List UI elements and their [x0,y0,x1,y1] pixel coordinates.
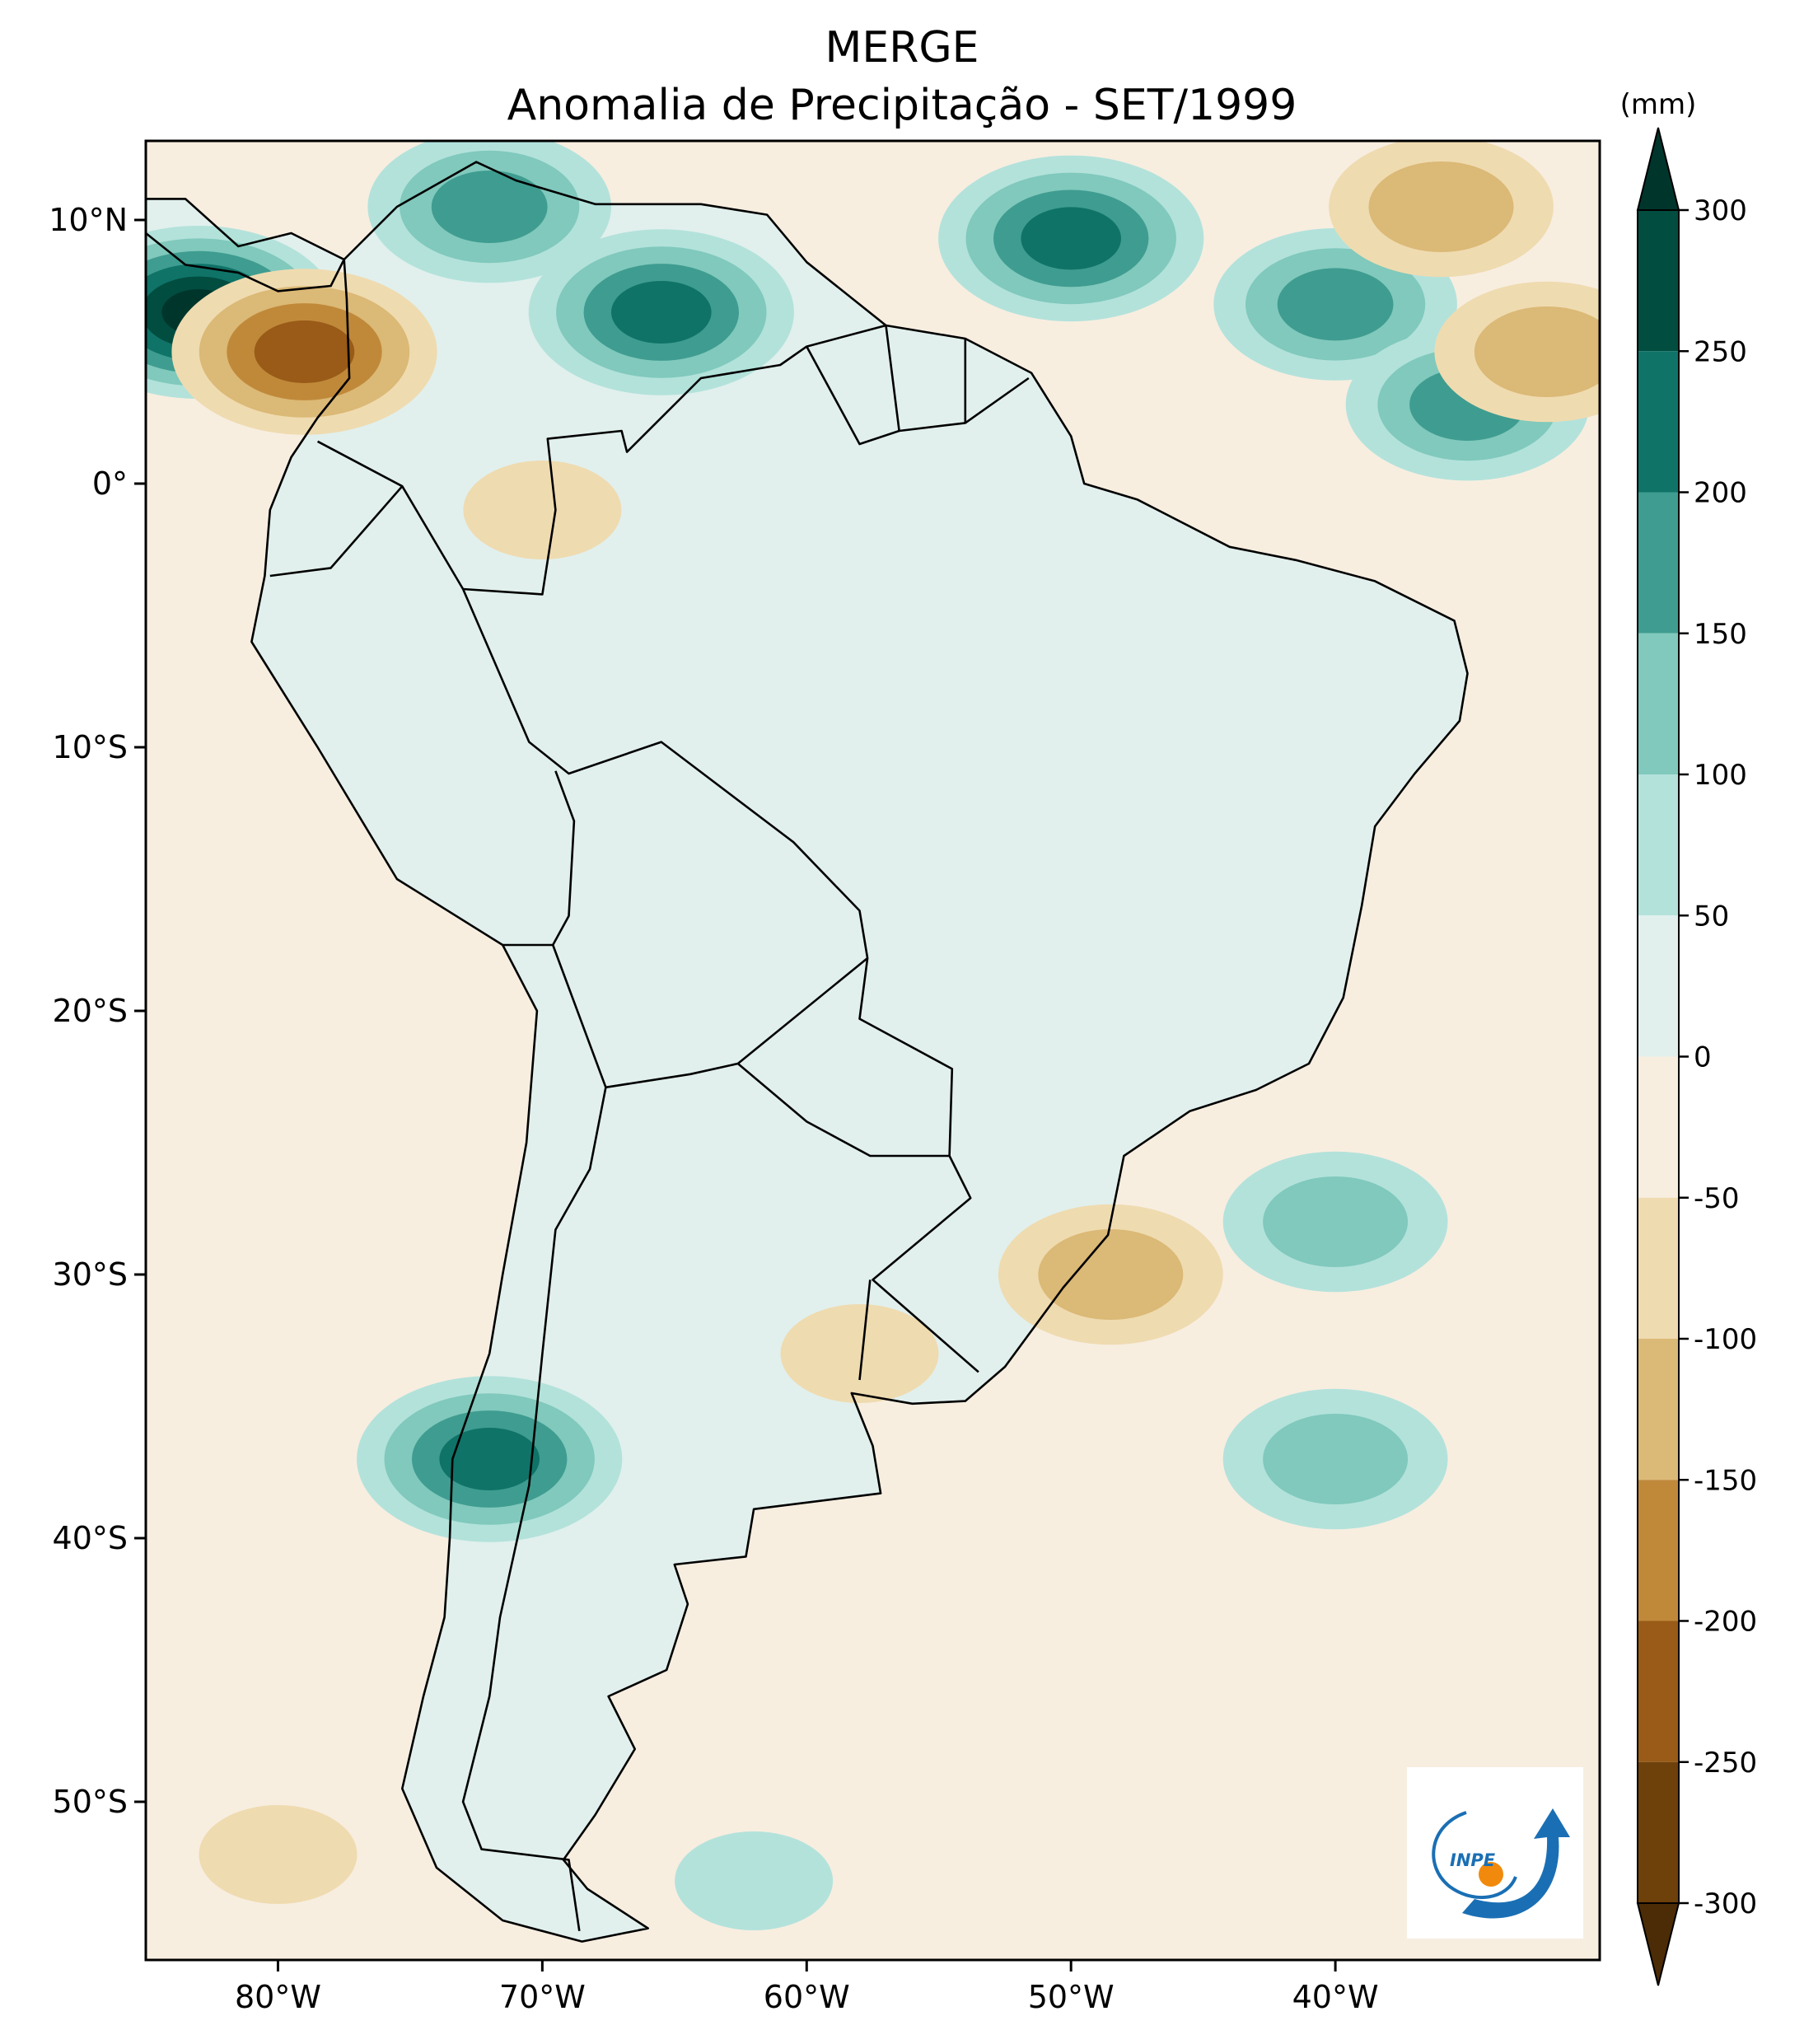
anomaly-region [938,155,1204,322]
border-line [461,770,607,1931]
logo-text: INPE [1450,1850,1496,1870]
anomaly-region [780,1304,939,1403]
lon-tick-label: 60°W [764,1979,850,2015]
latitude-axis: 10°N 0° 10°S 20°S 30°S 40°S 50°S [49,202,146,1820]
colorbar-extend-min [1636,1902,1680,1986]
anomaly-band [1474,306,1600,397]
logo-orbit-ring [1432,1811,1517,1899]
anomaly-region [1434,281,1600,423]
colorbar-tick-label: 150 [1694,618,1747,651]
lat-tick-label: 10°N [49,202,128,238]
logo-swoosh-arrow-icon [1462,1808,1570,1919]
anomaly-region [528,229,794,395]
lat-tick-label: 30°S [53,1256,128,1293]
country-borders [146,161,1469,1943]
anomaly-band [1263,1414,1409,1504]
anomaly-band [1277,268,1394,341]
logo-sun-icon [1479,1862,1503,1887]
lat-tick-label: 20°S [53,993,128,1029]
colorbar-unit: (mm) [1620,88,1697,121]
colorbar-tick-label: 300 [1694,194,1747,227]
anomaly-region [675,1831,834,1930]
anomaly-band [463,461,622,559]
border-line [736,1063,950,1158]
anomaly-band [611,281,712,344]
anomaly-band [199,1805,358,1904]
lon-tick-label: 80°W [235,1979,321,2015]
lon-tick-label: 70°W [499,1979,586,2015]
border-line [269,485,404,578]
colorbar-band [1638,1056,1679,1198]
map-title-line2: Anomalia de Precipitação - SET/1999 [507,81,1297,130]
inpe-logo: INPE [1407,1767,1583,1939]
colorbar-band [1638,1339,1679,1480]
anomaly-region [1222,1151,1448,1293]
anomaly-band [780,1304,939,1403]
colorbar-tick-label: 50 [1694,900,1729,933]
colorbar-tick-label: -300 [1694,1887,1757,1920]
anomaly-region [367,141,611,283]
map-title-line1: MERGE [825,23,979,72]
anomaly-field [146,141,1600,1930]
anomaly-region [998,1204,1223,1345]
anomaly-band [1021,207,1121,270]
anomaly-region [463,461,622,559]
colorbar[interactable]: 300 250 200 150 100 50 0 -50 -100 -150 -200 -250 -30… [1636,127,1757,1986]
lon-tick-label: 50°W [1028,1979,1115,2015]
colorbar-tick-label: 0 [1694,1041,1712,1074]
anomaly-region [1222,1388,1448,1530]
border-line [858,1279,872,1381]
anomaly-band [254,320,355,383]
border-line [885,325,900,432]
colorbar-band [1638,1621,1679,1762]
colorbar-band [1638,351,1679,493]
colorbar-band [1638,633,1679,774]
colorbar-tick-label: -100 [1694,1323,1757,1356]
colorbar-band [1638,915,1679,1057]
colorbar-tick-label: -50 [1694,1182,1740,1215]
central-america-coastline [146,198,346,292]
coastline [250,161,1469,1943]
border-line [605,957,868,1089]
colorbar-tick-label: 200 [1694,477,1747,510]
lat-tick-label: 0° [92,465,128,502]
lat-tick-label: 50°S [53,1784,128,1820]
colorbar-band [1638,1761,1679,1903]
lat-tick-label: 10°S [53,729,128,765]
map-panel [146,141,1600,1960]
longitude-axis: 80°W 70°W 60°W 50°W 40°W [235,1960,1379,2015]
colorbar-tick-label: 100 [1694,759,1747,792]
anomaly-region [171,269,437,435]
lat-tick-label: 40°S [53,1520,128,1556]
colorbar-tick-label: -200 [1694,1606,1757,1639]
colorbar-tick-label: -150 [1694,1464,1757,1497]
anomaly-region [357,1376,623,1542]
border-line [463,324,886,596]
anomaly-band [1263,1176,1409,1267]
colorbar-band [1638,210,1679,352]
anomaly-region [199,1805,358,1904]
anomaly-band [1368,161,1514,252]
colorbar-extend-max [1636,127,1680,211]
anomaly-band [431,171,548,243]
anomaly-region [1329,141,1554,278]
anomaly-band [675,1831,834,1930]
anomaly-band [439,1428,540,1490]
lon-tick-label: 40°W [1292,1979,1379,2015]
colorbar-tick-label: 250 [1694,335,1747,368]
map-frame [144,139,1601,1962]
colorbar-band [1638,774,1679,916]
colorbar-tick-label: -250 [1694,1747,1757,1780]
colorbar-band [1638,1197,1679,1339]
colorbar-band [1638,492,1679,634]
colorbar-band [1638,1480,1679,1621]
anomaly-band [1038,1229,1184,1320]
